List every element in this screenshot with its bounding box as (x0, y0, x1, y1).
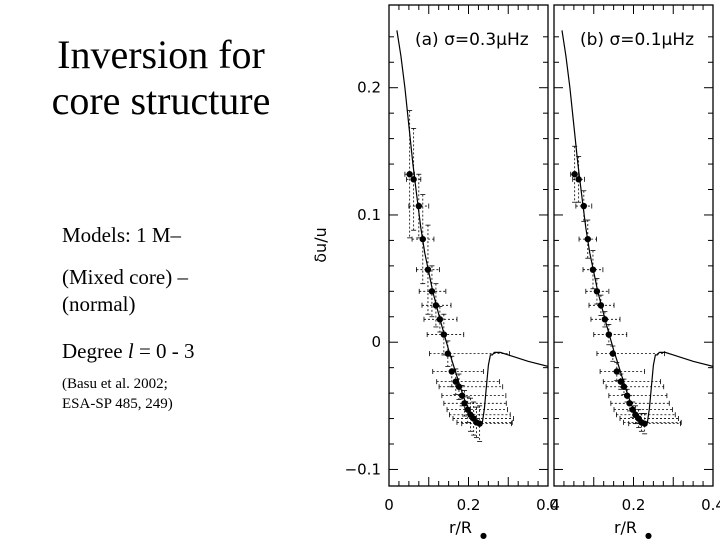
panel-a-x-axis-label: r/R (449, 518, 472, 537)
panel-a-data-point (410, 176, 417, 183)
panel-a-data-point (455, 383, 463, 390)
panel-a-x-tick-label: 0.4 (536, 496, 560, 514)
panel-a-x-tick-label: 0 (384, 496, 394, 514)
panel-a-data-point (406, 171, 413, 178)
panel-a-x-tick-label: 0.2 (457, 496, 481, 514)
panel-b-x-tick-label: 0 (549, 496, 559, 514)
bullet-degree: Degree l = 0 - 3 (62, 338, 195, 365)
panel-b-x-axis-label: r/R (614, 518, 637, 537)
panel-a-data-point (415, 202, 423, 210)
bullet-degree-prefix: Degree (62, 339, 128, 363)
reference-line-1: (Basu et al. 2002; (62, 376, 168, 392)
bullet-degree-variable: l (127, 339, 134, 363)
panel-a-data-point (476, 420, 483, 427)
title-line-2: core structure (51, 78, 271, 123)
panel-a-y-tick-label: −0.1 (345, 460, 381, 478)
panel-a-data-point (436, 316, 444, 323)
bullet-degree-suffix: = 0 - 3 (133, 339, 195, 363)
panel-b-data-point (626, 400, 633, 407)
reference-line-2: ESA-SP 485, 249) (62, 396, 173, 412)
panel-a-label: (a) σ=0.3μHz (415, 30, 529, 50)
bullet-mixed-core-line-2: (normal) (62, 292, 136, 316)
panel-b-data-point (575, 176, 582, 183)
panel-a-data-point (428, 288, 436, 295)
panel-a-data-point (419, 235, 426, 243)
panel-a-x-axis-label-sub: ● (480, 531, 487, 540)
panel-b-data-point (609, 350, 617, 357)
panel-a-data-point (448, 368, 456, 375)
panel-b-data-point (584, 235, 591, 243)
reference: (Basu et al. 2002; ESA-SP 485, 249) (62, 374, 173, 414)
panel-a-data-point (461, 400, 468, 407)
panel-a-data-point (424, 266, 432, 273)
panel-b-x-axis-label-sub: ● (645, 531, 652, 540)
panel-a-model-curve (396, 30, 548, 426)
panel-a-data-point (458, 392, 466, 399)
panel-b-x-tick-label: 0.4 (701, 496, 720, 514)
panel-b-label: (b) σ=0.1μHz (580, 30, 694, 50)
panel-b-x-tick-label: 0.2 (622, 496, 646, 514)
panel-b-data-point (620, 383, 628, 390)
panel-a-data-point (440, 331, 448, 338)
panel-b-data-point (593, 288, 601, 295)
bullet-mixed-core-line-1: (Mixed core) – (62, 265, 188, 289)
panel-a-y-axis-label: δu/u (311, 227, 330, 262)
panel-b-data-point (580, 202, 588, 210)
panel-b-data-point (571, 171, 578, 178)
panel-b-data-point (617, 378, 624, 385)
title-line-1: Inversion for (57, 32, 265, 77)
panel-b-data-point (613, 368, 621, 375)
panel-b-data-point (605, 331, 613, 338)
panel-a-y-tick-label: 0.2 (357, 79, 381, 97)
panel-b-data-point (597, 302, 605, 309)
panel-a-data-point (432, 302, 440, 309)
panel-b-data-point (601, 316, 609, 323)
panel-a-data-point (464, 406, 471, 413)
panel-b-data-point (629, 406, 636, 413)
panel-b-model-curve (561, 30, 713, 426)
panel-b-data-point (623, 392, 631, 399)
panel-a-data-point (444, 350, 452, 357)
bullet-models: Models: 1 M– (62, 223, 182, 247)
panel-a-data-point (452, 378, 459, 385)
panel-a-y-tick-label: 0.1 (357, 206, 381, 224)
panel-b-data-point (641, 420, 648, 427)
bullet-mixed-core: (Mixed core) – (normal) (62, 264, 188, 318)
slide-title: Inversion for core structure (30, 32, 292, 124)
panel-a-y-tick-label: 0 (371, 333, 381, 351)
panel-b-data-point (589, 266, 597, 273)
